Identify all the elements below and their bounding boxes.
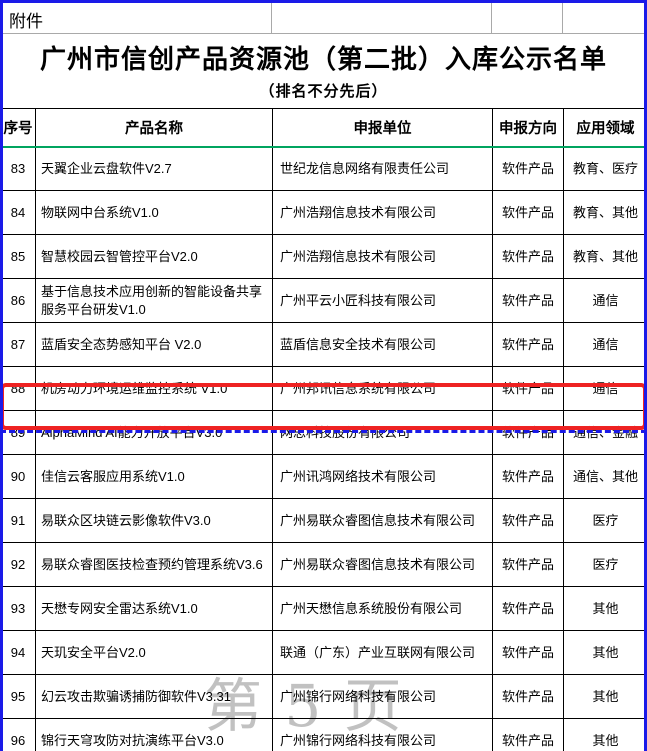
declaration-direction: 软件产品 [492, 586, 564, 631]
declaration-direction: 软件产品 [492, 630, 564, 675]
declaration-direction: 软件产品 [492, 278, 564, 323]
declaration-direction: 软件产品 [492, 454, 564, 499]
frozen-pane-line [0, 146, 647, 148]
table-row: 83 天翼企业云盘软件V2.7 世纪龙信息网络有限责任公司 软件产品 教育、医疗 [0, 146, 647, 191]
application-field: 通信 [563, 322, 647, 367]
screenshot-border-right [644, 0, 647, 751]
row-number: 85 [0, 234, 36, 279]
row-number: 92 [0, 542, 36, 587]
application-field: 医疗 [563, 542, 647, 587]
table-row: 88 机房动力环境运维监控系统 V1.0 广州邦讯信息系统有限公司 软件产品 通… [0, 366, 647, 411]
company-name: 广州邦讯信息系统有限公司 [272, 366, 493, 411]
company-name: 世纪龙信息网络有限责任公司 [272, 146, 493, 191]
product-name: 基于信息技术应用创新的智能设备共享服务平台研发V1.0 [35, 278, 273, 323]
product-name: 蓝盾安全态势感知平台 V2.0 [35, 322, 273, 367]
header-row: 序号 产品名称 申报单位 申报方向 应用领域 [0, 108, 647, 147]
table-row: 84 物联网中台系统V1.0 广州浩翔信息技术有限公司 软件产品 教育、其他 [0, 190, 647, 235]
product-name: 易联众睿图医技检查预约管理系统V3.6 [35, 542, 273, 587]
declaration-direction: 软件产品 [492, 322, 564, 367]
application-field: 其他 [563, 718, 647, 751]
page-title: 广州市信创产品资源池（第二批）入库公示名单 [39, 44, 607, 74]
grid-divider [491, 0, 492, 33]
company-name: 广州浩翔信息技术有限公司 [272, 190, 493, 235]
table-row: 90 佳信云客服应用系统V1.0 广州讯鸿网络技术有限公司 软件产品 通信、其他 [0, 454, 647, 499]
product-name: 佳信云客服应用系统V1.0 [35, 454, 273, 499]
row-number: 95 [0, 674, 36, 719]
product-name: 幻云攻击欺骗诱捕防御软件V3.31 [35, 674, 273, 719]
highlight-box-row-89 [0, 383, 647, 430]
row-number: 93 [0, 586, 36, 631]
application-field: 其他 [563, 674, 647, 719]
declaration-direction: 软件产品 [492, 234, 564, 279]
column-header-company: 申报单位 [272, 108, 493, 147]
grid-divider [562, 0, 563, 33]
company-name: 广州平云小匠科技有限公司 [272, 278, 493, 323]
company-name: 广州讯鸿网络技术有限公司 [272, 454, 493, 499]
table-row: 87 蓝盾安全态势感知平台 V2.0 蓝盾信息安全技术有限公司 软件产品 通信 [0, 322, 647, 367]
application-field: 医疗 [563, 498, 647, 543]
table-row: 96 锦行天穹攻防对抗演练平台V3.0 广州锦行网络科技有限公司 软件产品 其他 [0, 718, 647, 751]
company-name: 蓝盾信息安全技术有限公司 [272, 322, 493, 367]
table-row: 92 易联众睿图医技检查预约管理系统V3.6 广州易联众睿图信息技术有限公司 软… [0, 542, 647, 587]
application-field: 教育、医疗 [563, 146, 647, 191]
table-row: 95 幻云攻击欺骗诱捕防御软件V3.31 广州锦行网络科技有限公司 软件产品 其… [0, 674, 647, 719]
table-row: 94 天玑安全平台V2.0 联通（广东）产业互联网有限公司 软件产品 其他 [0, 630, 647, 675]
application-field: 教育、其他 [563, 190, 647, 235]
application-field: 教育、其他 [563, 234, 647, 279]
table-row: 86 基于信息技术应用创新的智能设备共享服务平台研发V1.0 广州平云小匠科技有… [0, 278, 647, 323]
declaration-direction: 软件产品 [492, 498, 564, 543]
title-block: 广州市信创产品资源池（第二批）入库公示名单 （排名不分先后） [0, 34, 647, 108]
declaration-direction: 软件产品 [492, 146, 564, 191]
company-name: 广州浩翔信息技术有限公司 [272, 234, 493, 279]
row-number: 96 [0, 718, 36, 751]
product-name: 智慧校园云智管控平台V2.0 [35, 234, 273, 279]
product-name: 天懋专网安全雷达系统V1.0 [35, 586, 273, 631]
application-field: 其他 [563, 586, 647, 631]
row-number: 87 [0, 322, 36, 367]
table-row: 85 智慧校园云智管控平台V2.0 广州浩翔信息技术有限公司 软件产品 教育、其… [0, 234, 647, 279]
application-field: 其他 [563, 630, 647, 675]
company-name: 广州锦行网络科技有限公司 [272, 674, 493, 719]
page-subtitle: （排名不分先后） [259, 83, 388, 101]
product-name: 易联众区块链云影像软件V3.0 [35, 498, 273, 543]
company-name: 广州易联众睿图信息技术有限公司 [272, 542, 493, 587]
application-field: 通信、其他 [563, 454, 647, 499]
grid-divider [271, 0, 272, 33]
declaration-direction: 软件产品 [492, 542, 564, 587]
declaration-direction: 软件产品 [492, 718, 564, 751]
column-header-no: 序号 [0, 108, 36, 147]
screenshot-border-left [0, 0, 3, 751]
company-name: 联通（广东）产业互联网有限公司 [272, 630, 493, 675]
declaration-direction: 软件产品 [492, 190, 564, 235]
application-field: 通信 [563, 366, 647, 411]
product-name: 锦行天穹攻防对抗演练平台V3.0 [35, 718, 273, 751]
column-header-field: 应用领域 [563, 108, 647, 147]
declaration-direction: 软件产品 [492, 674, 564, 719]
page-break-dashed-line [0, 430, 647, 433]
row-number: 94 [0, 630, 36, 675]
product-table: 序号 产品名称 申报单位 申报方向 应用领域 83 天翼企业云盘软件V2.7 世… [0, 108, 647, 751]
table-row: 93 天懋专网安全雷达系统V1.0 广州天懋信息系统股份有限公司 软件产品 其他 [0, 586, 647, 631]
row-number: 91 [0, 498, 36, 543]
product-name: 物联网中台系统V1.0 [35, 190, 273, 235]
column-header-direction: 申报方向 [492, 108, 564, 147]
attachment-label: 附件 [9, 12, 43, 31]
product-name: 天玑安全平台V2.0 [35, 630, 273, 675]
column-header-product: 产品名称 [35, 108, 273, 147]
product-name: 天翼企业云盘软件V2.7 [35, 146, 273, 191]
company-name: 广州天懋信息系统股份有限公司 [272, 586, 493, 631]
screenshot-border-top [0, 0, 647, 3]
application-field: 通信 [563, 278, 647, 323]
row-number: 83 [0, 146, 36, 191]
company-name: 广州锦行网络科技有限公司 [272, 718, 493, 751]
table-row: 91 易联众区块链云影像软件V3.0 广州易联众睿图信息技术有限公司 软件产品 … [0, 498, 647, 543]
row-number: 90 [0, 454, 36, 499]
row-number: 84 [0, 190, 36, 235]
attachment-strip: 附件 [0, 0, 647, 34]
company-name: 广州易联众睿图信息技术有限公司 [272, 498, 493, 543]
row-number: 86 [0, 278, 36, 323]
